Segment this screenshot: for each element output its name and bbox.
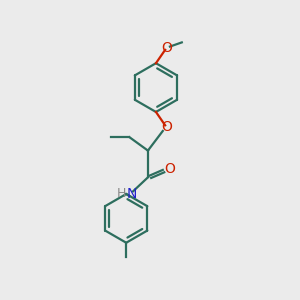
Text: O: O	[161, 120, 172, 134]
Text: N: N	[127, 187, 137, 201]
Text: H: H	[116, 187, 126, 200]
Text: O: O	[161, 41, 172, 55]
Text: O: O	[164, 162, 175, 176]
